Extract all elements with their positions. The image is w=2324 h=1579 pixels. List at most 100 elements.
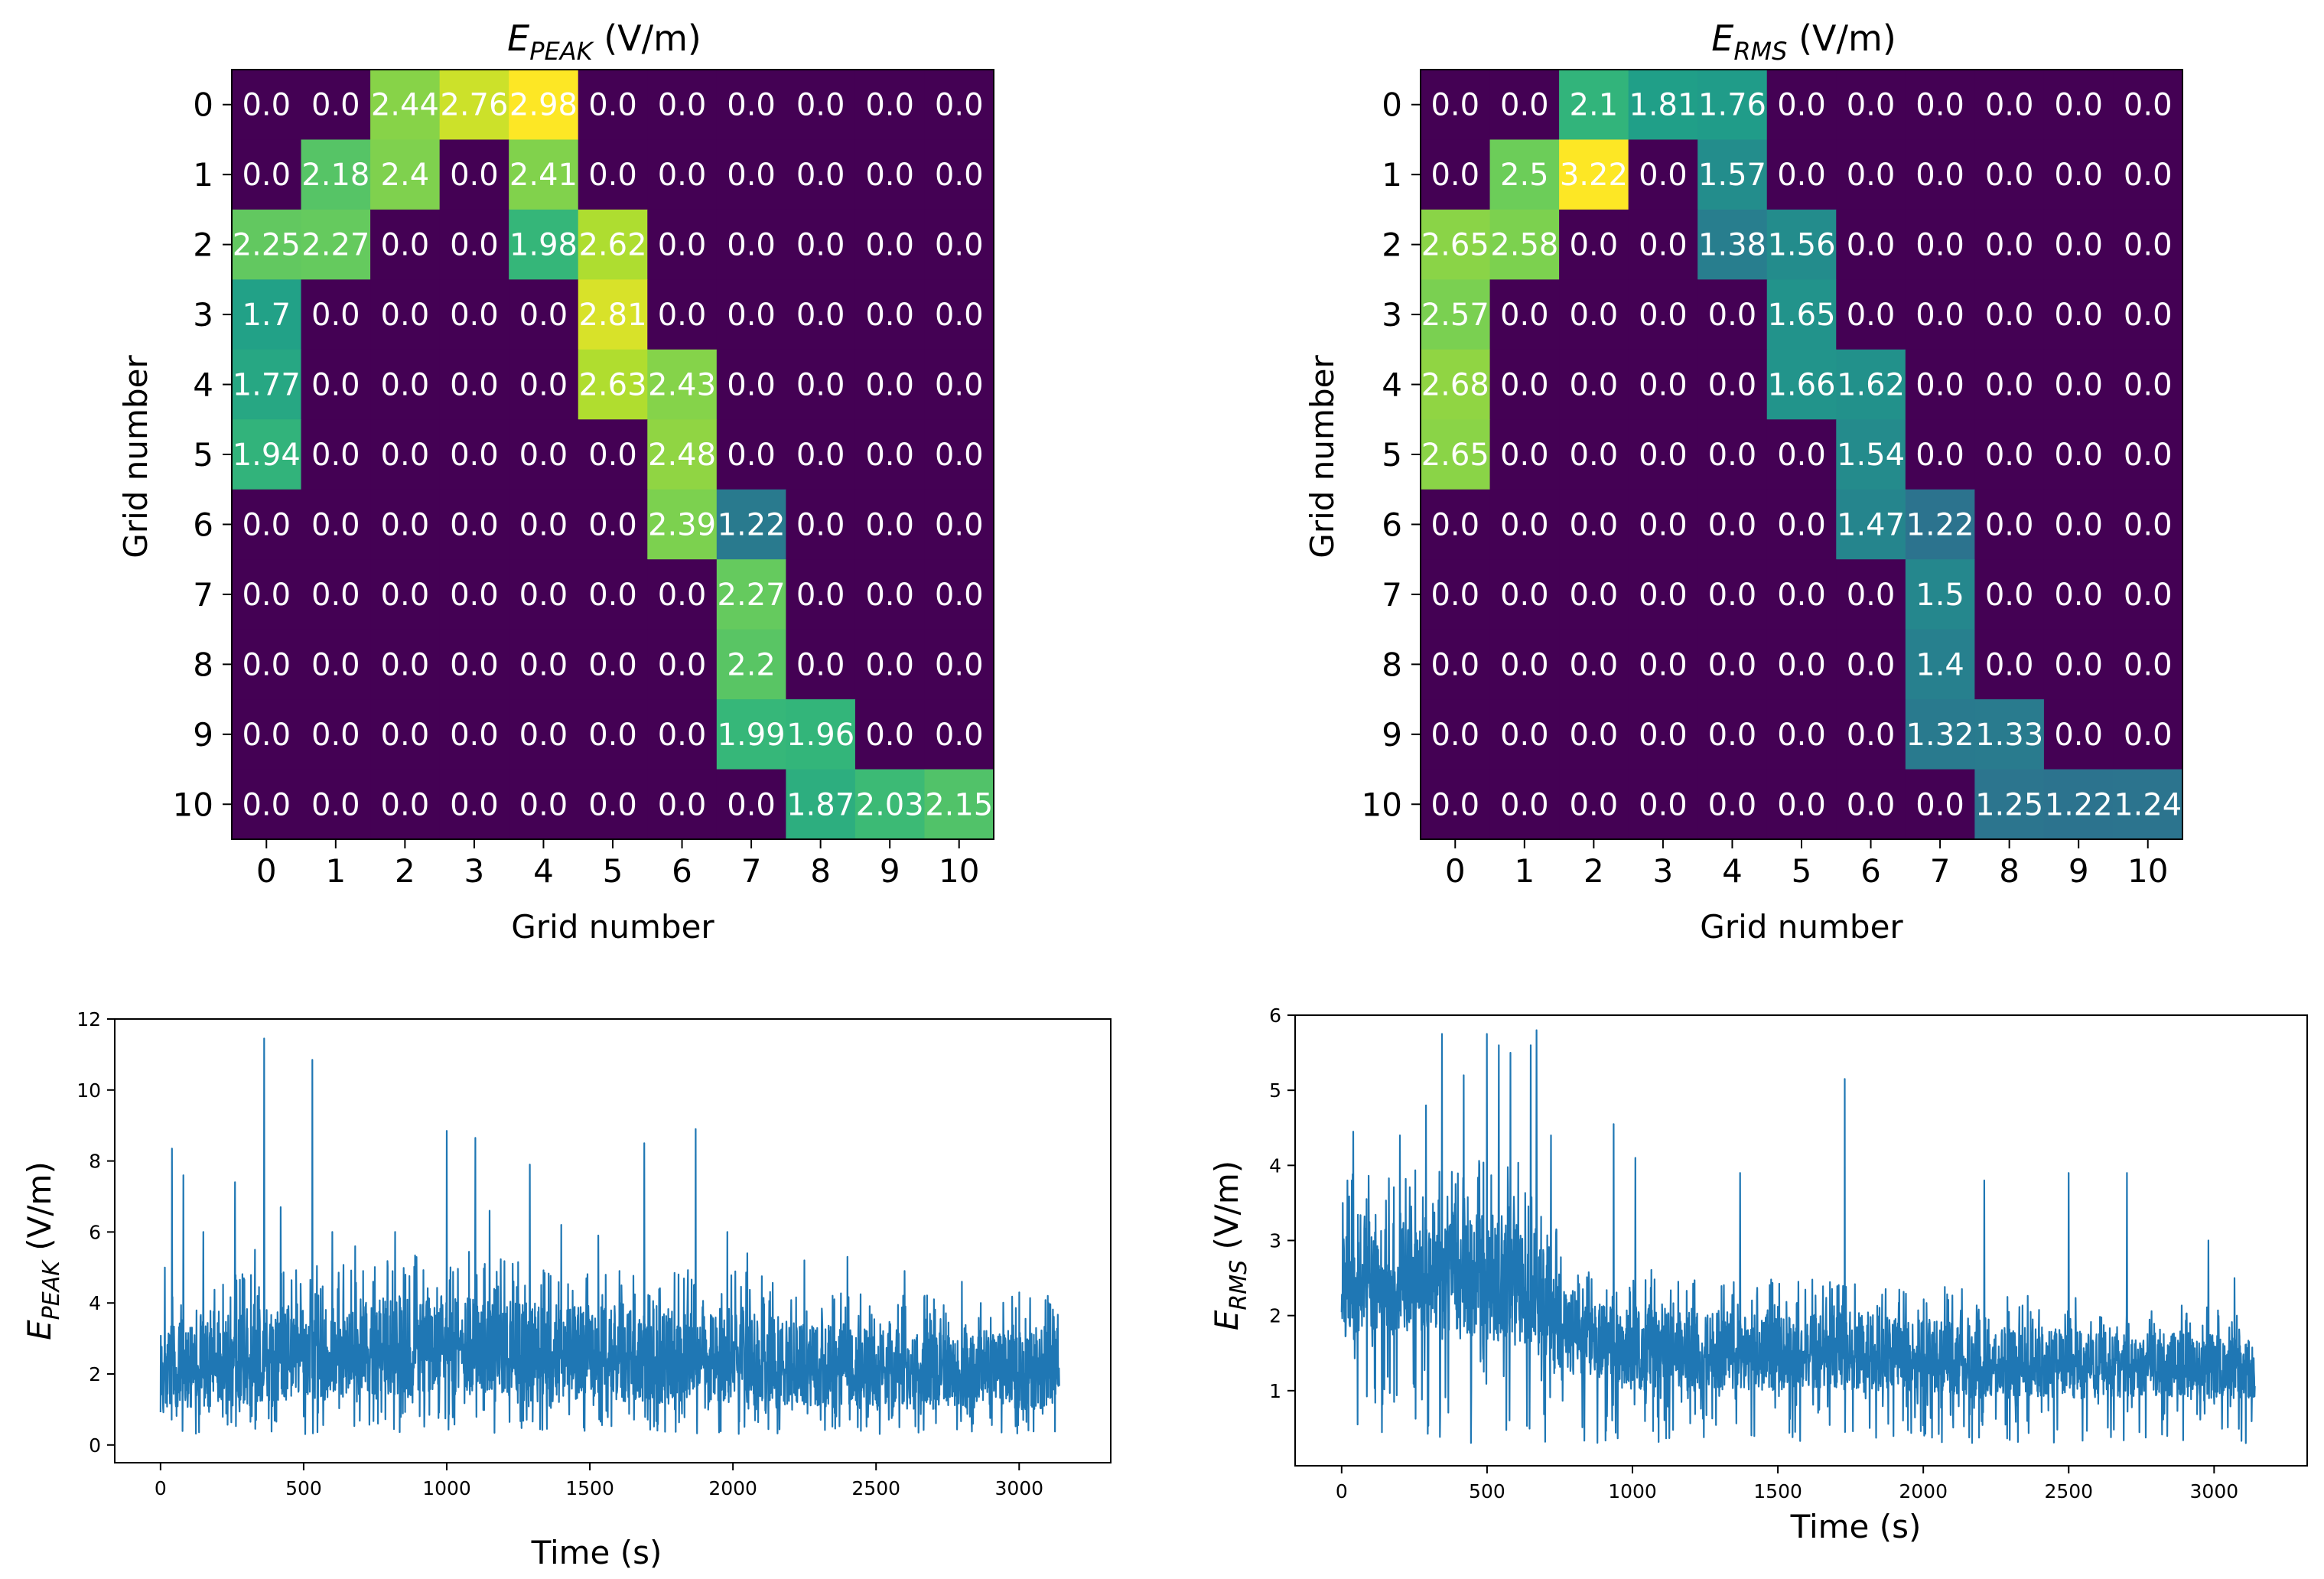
heatmap-cell-label: 0.0	[1985, 578, 2034, 613]
heatmap-ytick-label: 5	[1382, 436, 1402, 474]
heatmap-cell	[2113, 349, 2183, 420]
lineplot-ytick-label: 10	[76, 1079, 101, 1102]
heatmap-cell-label: 0.0	[588, 507, 637, 542]
heatmap-cell	[786, 769, 856, 840]
heatmap-cell-label: 2.63	[578, 368, 646, 403]
heatmap-cell-label: 0.0	[727, 298, 776, 333]
heatmap-cell	[854, 699, 926, 770]
heatmap-cell-label: 1.66	[1767, 368, 1835, 403]
heatmap-cell	[509, 559, 579, 630]
heatmap-ytick-label: 2	[193, 226, 213, 264]
heatmap-cell-label: 0.0	[796, 88, 845, 123]
heatmap-cell	[854, 559, 926, 630]
heatmap-cell	[1697, 70, 1768, 141]
heatmap-cell-label: 1.38	[1698, 228, 1766, 263]
heatmap-cell-label: 1.47	[1837, 507, 1905, 542]
heatmap-cell-label: 0.0	[1570, 228, 1619, 263]
lineplot-xtick-label: 2000	[1899, 1480, 1948, 1502]
lineplot-xtick-label: 500	[285, 1477, 322, 1499]
heatmap-cell-label: 0.0	[381, 787, 430, 822]
heatmap-cell-label: 0.0	[865, 718, 914, 753]
heatmap-cell	[2043, 489, 2114, 560]
heatmap-cell-label: 0.0	[796, 647, 845, 682]
heatmap-cell-label: 2.43	[648, 368, 716, 403]
heatmap-cell-label: 0.0	[519, 647, 568, 682]
heatmap-cell-label: 2.39	[648, 507, 716, 542]
heatmap-cell-label: 0.0	[865, 368, 914, 403]
heatmap-cell	[1766, 629, 1837, 700]
heatmap-cell-label: 2.44	[371, 88, 439, 123]
heatmap-cell-label: 0.0	[1777, 158, 1826, 193]
heatmap-erms: ERMS (V/m) 0.0 0.0 2.1 1.81 1.76 0.0 0.0 0.0 0.0…	[1304, 18, 2183, 946]
lineplot-erms-ylabel: ERMS (V/m)	[1208, 1161, 1252, 1330]
heatmap-cell	[370, 349, 441, 420]
heatmap-cell	[1697, 769, 1768, 840]
heatmap-cell	[1421, 139, 1491, 210]
heatmap-cell-label: 0.0	[588, 438, 637, 473]
heatmap-cell-label: 0.0	[1431, 647, 1479, 682]
heatmap-cell-label: 0.0	[935, 228, 984, 263]
heatmap-xtick-label: 2	[1584, 852, 1604, 890]
heatmap-cell	[1905, 559, 1975, 630]
heatmap-cell-label: 1.98	[509, 228, 578, 263]
heatmap-cell-label: 0.0	[658, 158, 707, 193]
heatmap-cell	[716, 209, 786, 280]
heatmap-cell	[1559, 769, 1629, 840]
heatmap-cell-label: 0.0	[1708, 647, 1757, 682]
heatmap-cell	[786, 279, 856, 350]
heatmap-cell	[1766, 419, 1837, 490]
heatmap-cell	[439, 279, 509, 350]
heatmap-erms-title-main: E	[1711, 18, 1733, 59]
heatmap-cell-label: 0.0	[381, 507, 430, 542]
heatmap-cell-label: 1.24	[2114, 787, 2182, 822]
heatmap-cell	[1836, 349, 1906, 420]
heatmap-cell	[2113, 139, 2183, 210]
heatmap-cell	[1836, 279, 1906, 350]
heatmap-cell	[1905, 139, 1975, 210]
heatmap-erms-title-sub: RMS	[1733, 37, 1787, 66]
heatmap-cell	[854, 489, 926, 560]
heatmap-cell-label: 0.0	[381, 368, 430, 403]
heatmap-xtick-label: 2	[395, 852, 415, 890]
heatmap-xtick-label: 10	[939, 852, 979, 890]
heatmap-cell-label: 2.25	[233, 228, 301, 263]
heatmap-cell	[232, 209, 302, 280]
heatmap-cell-label: 0.0	[1500, 647, 1549, 682]
heatmap-xtick-label: 10	[2127, 852, 2168, 890]
heatmap-cell-label: 0.0	[450, 158, 499, 193]
heatmap-erms-cells	[1421, 70, 2183, 840]
heatmap-cell-label: 0.0	[1708, 507, 1757, 542]
heatmap-cell	[439, 139, 509, 210]
heatmap-epeak-ylabel: Grid number	[117, 355, 155, 558]
heatmap-cell	[854, 70, 926, 141]
heatmap-erms-yticks: 0 1 2 3 4 5 6 7 8 9 10	[1362, 86, 1421, 823]
heatmap-cell-label: 2.18	[301, 158, 369, 193]
heatmap-epeak-title-unit: (V/m)	[593, 18, 701, 59]
lineplot-xtick-label: 0	[1336, 1480, 1348, 1502]
heatmap-cell	[301, 139, 371, 210]
heatmap-cell-label: 0.0	[1708, 578, 1757, 613]
heatmap-cell	[1905, 419, 1975, 490]
heatmap-cell-label: 0.0	[381, 647, 430, 682]
heatmap-cell	[509, 489, 579, 560]
heatmap-cell	[578, 629, 648, 700]
heatmap-cell-label: 0.0	[865, 298, 914, 333]
heatmap-erms-title-unit: (V/m)	[1787, 18, 1896, 59]
heatmap-cell	[1421, 209, 1491, 280]
heatmap-ytick-label: 0	[193, 86, 213, 124]
lineplot-ytick-label: 3	[1269, 1230, 1281, 1252]
heatmap-cell-label: 0.0	[450, 368, 499, 403]
heatmap-cell-label: 0.0	[1777, 438, 1826, 473]
heatmap-xtick-label: 6	[672, 852, 692, 890]
heatmap-cell-label: 1.22	[718, 507, 786, 542]
heatmap-cell	[924, 139, 994, 210]
heatmap-cell-label: 0.0	[450, 647, 499, 682]
heatmap-ytick-label: 1	[1382, 156, 1402, 194]
heatmap-cell-label: 0.0	[2124, 438, 2173, 473]
heatmap-cell-label: 0.0	[242, 787, 291, 822]
heatmap-cell-label: 0.0	[1431, 718, 1479, 753]
heatmap-epeak-yticks: 0 1 2 3 4 5 6 7 8 9 10	[173, 86, 232, 823]
heatmap-cell	[1628, 769, 1698, 840]
heatmap-cell	[1628, 489, 1698, 560]
lineplot-ytick-label: 8	[89, 1151, 101, 1173]
